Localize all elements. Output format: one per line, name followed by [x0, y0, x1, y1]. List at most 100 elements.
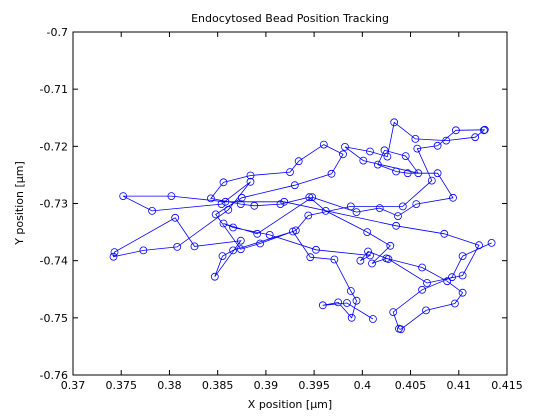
data-point [265, 230, 274, 239]
data-point [229, 223, 238, 232]
data-point [250, 201, 259, 210]
data-point [366, 147, 374, 156]
data-point [433, 169, 442, 178]
x-tick-label: 0.41 [447, 379, 472, 392]
data-point [395, 324, 403, 333]
data-point [458, 271, 467, 280]
data-point [363, 228, 372, 237]
data-point [398, 202, 407, 211]
data-point [448, 273, 456, 282]
data-point [411, 134, 420, 143]
data-point [312, 245, 320, 254]
data-point [392, 167, 401, 176]
data-point [443, 277, 452, 286]
data-point [304, 211, 313, 220]
data-point [236, 236, 245, 245]
data-point [246, 171, 255, 180]
data-point [487, 238, 496, 247]
y-tick-label: -0.72 [40, 140, 68, 153]
data-point [246, 177, 255, 186]
data-point [256, 239, 265, 248]
data-point [475, 241, 483, 250]
chart-title: Endocytosed Bead Position Tracking [191, 12, 389, 25]
x-tick-label: 0.405 [395, 379, 427, 392]
data-point [412, 200, 421, 209]
data-point [139, 246, 148, 255]
axis-ticks [72, 31, 508, 376]
y-tick-label: -0.7 [47, 26, 68, 39]
data-point [392, 221, 401, 230]
data-point [414, 169, 423, 178]
data-point [341, 142, 349, 151]
data-point [306, 253, 315, 262]
x-tick-label: 0.38 [157, 379, 182, 392]
y-tick-label: -0.71 [40, 83, 68, 96]
data-point [221, 197, 230, 206]
data-point [458, 288, 467, 297]
data-point [280, 197, 289, 206]
y-tick-label: -0.73 [40, 198, 68, 211]
data-point [290, 181, 299, 190]
data-point [218, 252, 227, 261]
data-point [380, 146, 389, 155]
data-point [237, 193, 246, 202]
data-point [119, 192, 128, 201]
data-point [171, 213, 180, 222]
data-point [318, 301, 327, 310]
data-point [471, 133, 480, 142]
y-tick-label: -0.75 [40, 312, 68, 325]
data-point [217, 200, 226, 209]
data-point [236, 245, 245, 254]
y-tick-label: -0.76 [40, 369, 68, 382]
data-point [224, 205, 233, 214]
data-point [346, 202, 355, 211]
data-point [110, 248, 119, 257]
axis-tick-labels: 0.37 0.375 0.38 0.385 0.39 0.395 0.4 0.405 0.41 0… [40, 26, 523, 392]
data-point [451, 126, 460, 135]
data-point [291, 226, 300, 235]
data-point [368, 259, 376, 268]
data-point [368, 315, 377, 323]
data-point [364, 247, 373, 256]
data-point [418, 285, 427, 294]
data-point [394, 212, 402, 221]
data-point [276, 200, 285, 209]
data-point [294, 157, 303, 166]
data-point [327, 169, 336, 178]
data-point [229, 246, 238, 255]
data-point [442, 136, 451, 145]
y-tick-label: -0.74 [40, 255, 68, 268]
data-point [109, 252, 118, 261]
data-point [211, 210, 220, 219]
x-tick-label: 0.37 [61, 379, 86, 392]
series-line [112, 121, 492, 330]
data-point [219, 178, 228, 187]
data-point [219, 219, 228, 228]
data-point [359, 156, 368, 165]
data-point [479, 126, 488, 135]
data-point [383, 152, 392, 161]
data-point [148, 206, 157, 215]
data-point [346, 287, 355, 295]
x-tick-label: 0.395 [298, 379, 330, 392]
data-point [334, 298, 343, 307]
data-point [190, 242, 199, 251]
data-point [427, 176, 436, 185]
data-point [342, 299, 351, 307]
data-point [458, 252, 467, 261]
data-point [401, 152, 410, 161]
x-tick-label: 0.39 [254, 379, 279, 392]
data-point [480, 125, 489, 134]
data-point [206, 194, 215, 203]
data-point [167, 192, 176, 201]
data-point [389, 308, 398, 317]
data-point [423, 279, 431, 287]
data-point [319, 140, 328, 149]
data-series [109, 118, 496, 334]
data-point [403, 169, 412, 178]
data-point [305, 193, 314, 202]
data-point [253, 229, 262, 238]
data-point [450, 299, 459, 308]
x-tick-label: 0.375 [105, 379, 137, 392]
data-point [373, 160, 382, 169]
